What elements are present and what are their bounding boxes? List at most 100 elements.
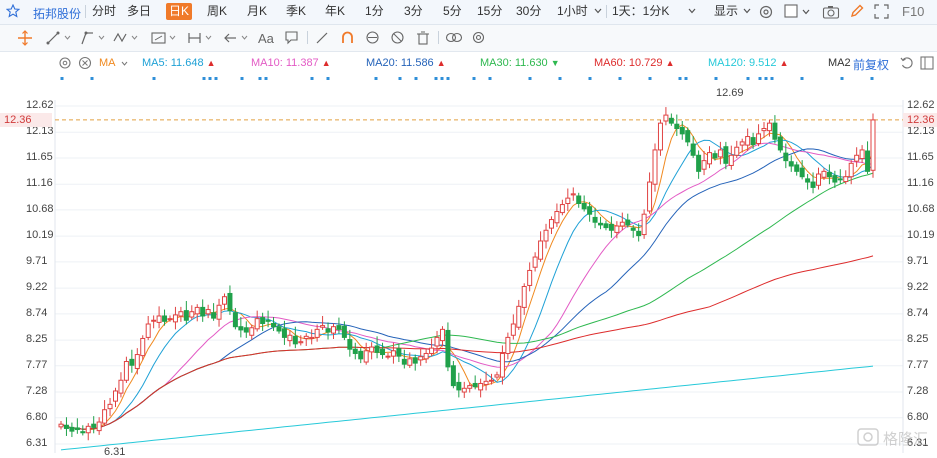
candle-body [140, 337, 146, 357]
display-menu[interactable]: 显示 [714, 4, 739, 18]
collapse-panel-icon[interactable] [920, 56, 934, 70]
candle-body [189, 311, 195, 318]
chevron-down-icon[interactable] [205, 35, 212, 40]
ma30-arrow: ▼ [550, 58, 560, 68]
chart-canvas[interactable] [0, 74, 937, 453]
candle-body [74, 427, 80, 431]
candle-body [380, 348, 386, 356]
candle-body [625, 219, 631, 226]
comment-icon[interactable] [284, 30, 299, 45]
channel-tool-icon[interactable] [80, 31, 94, 45]
candle-body [314, 328, 320, 338]
adjust-select[interactable]: 前复权 [853, 58, 890, 72]
pencil-icon[interactable] [849, 3, 865, 19]
hide-icon[interactable] [390, 30, 405, 45]
chevron-down-icon[interactable] [169, 35, 176, 40]
settings-icon[interactable] [758, 4, 774, 20]
close-icon[interactable] [78, 56, 92, 70]
trash-icon[interactable] [416, 30, 430, 45]
candle-body [238, 326, 244, 331]
high-marker: 12.69 [716, 87, 744, 100]
measure-tool-icon[interactable] [151, 31, 166, 45]
candle-body [848, 162, 854, 178]
link-icon[interactable] [445, 31, 463, 44]
candle-body [837, 178, 843, 181]
tab-monthly-k[interactable]: 月K [247, 4, 268, 18]
chevron-down-icon[interactable] [594, 8, 602, 14]
tab-quarterly-k[interactable]: 季K [286, 4, 307, 18]
candle-body [227, 292, 233, 312]
candle-body [826, 171, 832, 178]
candle-body [816, 173, 822, 186]
star-icon[interactable] [6, 4, 20, 18]
checkbox-icon[interactable] [784, 4, 798, 18]
event-marker [746, 77, 750, 80]
candle-body [91, 423, 97, 428]
line-tool-icon[interactable] [46, 31, 60, 45]
move-crosshair-icon[interactable] [17, 30, 33, 46]
tab-1min[interactable]: 1分 [365, 4, 384, 18]
event-marker [60, 77, 64, 80]
f10-button[interactable]: F10 [902, 4, 925, 19]
candle-body [276, 326, 282, 332]
candle-body [172, 314, 178, 323]
candle-body [129, 358, 135, 366]
tab-daily-k[interactable]: 日K [166, 3, 192, 20]
stock-name[interactable]: 拓邦股份 [33, 7, 82, 21]
range-tool-icon[interactable] [187, 31, 202, 45]
candle-body [641, 213, 647, 236]
gear-icon[interactable] [471, 30, 486, 45]
fullscreen-icon[interactable] [874, 4, 889, 19]
candle-body [734, 146, 740, 156]
chevron-down-icon[interactable] [121, 61, 128, 66]
tab-3min[interactable]: 3分 [404, 4, 423, 18]
tab-5min[interactable]: 5分 [443, 4, 462, 18]
chevron-down-icon[interactable] [64, 35, 71, 40]
tab-15min[interactable]: 15分 [477, 4, 503, 18]
candle-body [761, 127, 767, 132]
settings-icon[interactable] [58, 56, 72, 70]
kline-chart[interactable]: 12.62 12.62 12.13 12.13 11.65 11.65 11.16 11.16… [0, 74, 937, 458]
y-tick-right: 11.65 [907, 150, 934, 163]
candle-body [832, 175, 838, 183]
candle-body [674, 123, 680, 129]
y-tick-left: 9.71 [26, 254, 48, 267]
event-marker [152, 77, 156, 80]
candle-body [843, 176, 849, 183]
y-tick-left: 11.16 [26, 177, 53, 190]
arrow-tool-icon[interactable] [223, 31, 238, 45]
y-tick-left: 6.80 [26, 410, 48, 423]
chevron-down-icon[interactable] [688, 8, 696, 14]
text-tool[interactable]: Aa [258, 31, 274, 46]
tab-yearly-k[interactable]: 年K [325, 4, 346, 18]
lock-icon[interactable] [365, 30, 380, 45]
chevron-down-icon[interactable] [743, 8, 751, 14]
magnet-icon[interactable] [340, 30, 355, 45]
indicator-name[interactable]: MA [99, 57, 116, 69]
range-select[interactable]: 1天：1分K [612, 4, 670, 18]
tab-fenshi[interactable]: 分时 [92, 4, 117, 18]
candle-body [363, 350, 369, 363]
tab-weekly-k[interactable]: 周K [207, 4, 228, 18]
chevron-down-icon[interactable] [131, 35, 138, 40]
candle-body [592, 216, 598, 223]
reset-icon[interactable] [900, 56, 914, 70]
tab-duori[interactable]: 多日 [127, 4, 152, 18]
wave-tool-icon[interactable] [113, 31, 129, 45]
candle-body [183, 310, 189, 321]
event-marker [214, 77, 218, 80]
ma30-text: MA30: 11.630 [480, 57, 548, 69]
tab-30min[interactable]: 30分 [516, 4, 542, 18]
chevron-down-icon[interactable] [98, 35, 105, 40]
tab-1hour[interactable]: 1小时 [557, 4, 588, 18]
candle-body [167, 318, 173, 321]
ray-tool-icon[interactable] [315, 31, 329, 45]
y-tick-left: 12.62 [26, 99, 54, 111]
camera-icon[interactable] [822, 4, 840, 20]
chevron-down-icon[interactable] [802, 9, 810, 15]
chevron-down-icon[interactable] [241, 35, 248, 40]
ma30-label: MA30: 11.630 ▼ [480, 57, 560, 69]
event-marker [264, 77, 268, 80]
candle-body [445, 329, 451, 368]
candle-body [205, 309, 211, 315]
